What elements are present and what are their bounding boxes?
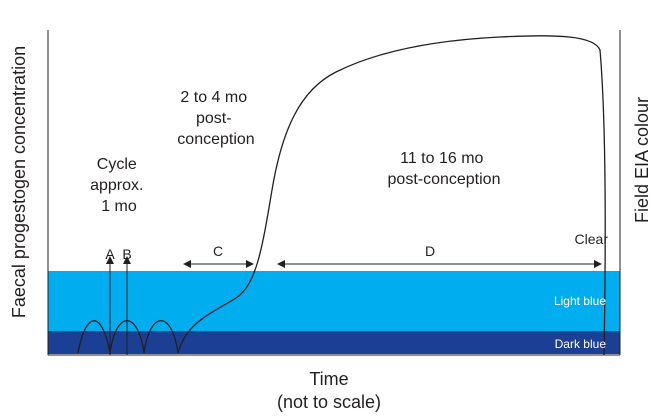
arrow-b-head [123,256,131,264]
annotation-cycle: Cycle approx. 1 mo [90,156,148,215]
annotation-late-line-1: 11 to 16 mo [400,150,483,167]
y-axis-title-left: Faecal progestogen concentration [9,46,29,318]
span-c-left-head [183,260,191,268]
annotation-late-line-2: post-conception [388,171,501,188]
span-c-right-head [246,260,254,268]
x-axis-title: Time [309,369,348,389]
x-axis-subtitle: (not to scale) [277,392,381,412]
marker-label-b: B [122,246,131,262]
marker-label-a: A [105,246,115,262]
annotation-cycle-line-3: 1 mo [101,198,137,215]
span-d-right-head [594,260,602,268]
annotation-cycle-line-2: approx. [90,177,143,194]
annotation-early-line-3: conception [177,131,254,148]
band-label-light-blue: Light blue [554,294,606,308]
span-d-left-head [277,260,285,268]
marker-label-d: D [425,243,435,259]
annotation-early-line-1: 2 to 4 mo [180,89,247,106]
annotation-cycle-line-1: Cycle [97,156,137,173]
arrow-a-head [106,256,114,264]
dark-blue-band [48,331,620,354]
band-label-clear: Clear [575,231,609,247]
progestogen-curve [77,35,606,356]
annotation-late: 11 to 16 mo post-conception [388,150,501,188]
marker-label-c: C [213,243,223,259]
y-axis-title-right: Field EIA colour [632,97,652,223]
light-blue-band [48,271,620,331]
annotation-early-line-2: post- [196,110,232,127]
band-label-dark-blue: Dark blue [555,337,607,351]
annotation-early: 2 to 4 mo post- conception [177,89,254,148]
